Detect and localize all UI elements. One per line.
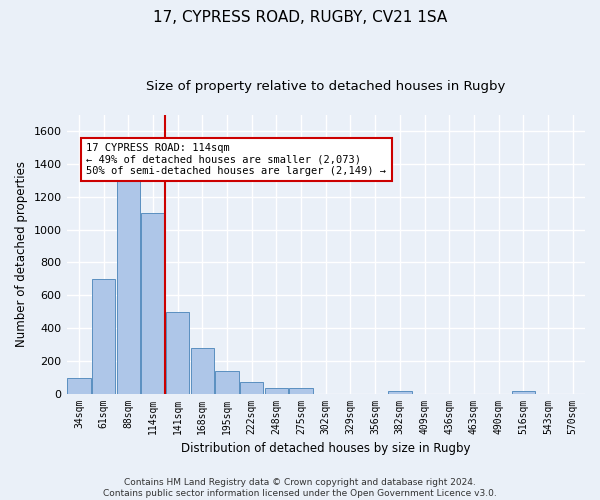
Bar bbox=[116, 176, 140, 394]
Bar bbox=[191, 348, 214, 394]
Bar bbox=[67, 378, 91, 394]
Bar bbox=[92, 279, 115, 394]
Text: 17, CYPRESS ROAD, RUGBY, CV21 1SA: 17, CYPRESS ROAD, RUGBY, CV21 1SA bbox=[153, 10, 447, 25]
Bar bbox=[166, 312, 190, 394]
Text: 17 CYPRESS ROAD: 114sqm
← 49% of detached houses are smaller (2,073)
50% of semi: 17 CYPRESS ROAD: 114sqm ← 49% of detache… bbox=[86, 143, 386, 176]
X-axis label: Distribution of detached houses by size in Rugby: Distribution of detached houses by size … bbox=[181, 442, 470, 455]
Bar bbox=[388, 390, 412, 394]
Bar bbox=[141, 214, 164, 394]
Bar bbox=[289, 388, 313, 394]
Y-axis label: Number of detached properties: Number of detached properties bbox=[15, 162, 28, 348]
Bar bbox=[512, 390, 535, 394]
Text: Contains HM Land Registry data © Crown copyright and database right 2024.
Contai: Contains HM Land Registry data © Crown c… bbox=[103, 478, 497, 498]
Bar bbox=[240, 382, 263, 394]
Bar bbox=[215, 372, 239, 394]
Title: Size of property relative to detached houses in Rugby: Size of property relative to detached ho… bbox=[146, 80, 505, 93]
Bar bbox=[265, 388, 288, 394]
